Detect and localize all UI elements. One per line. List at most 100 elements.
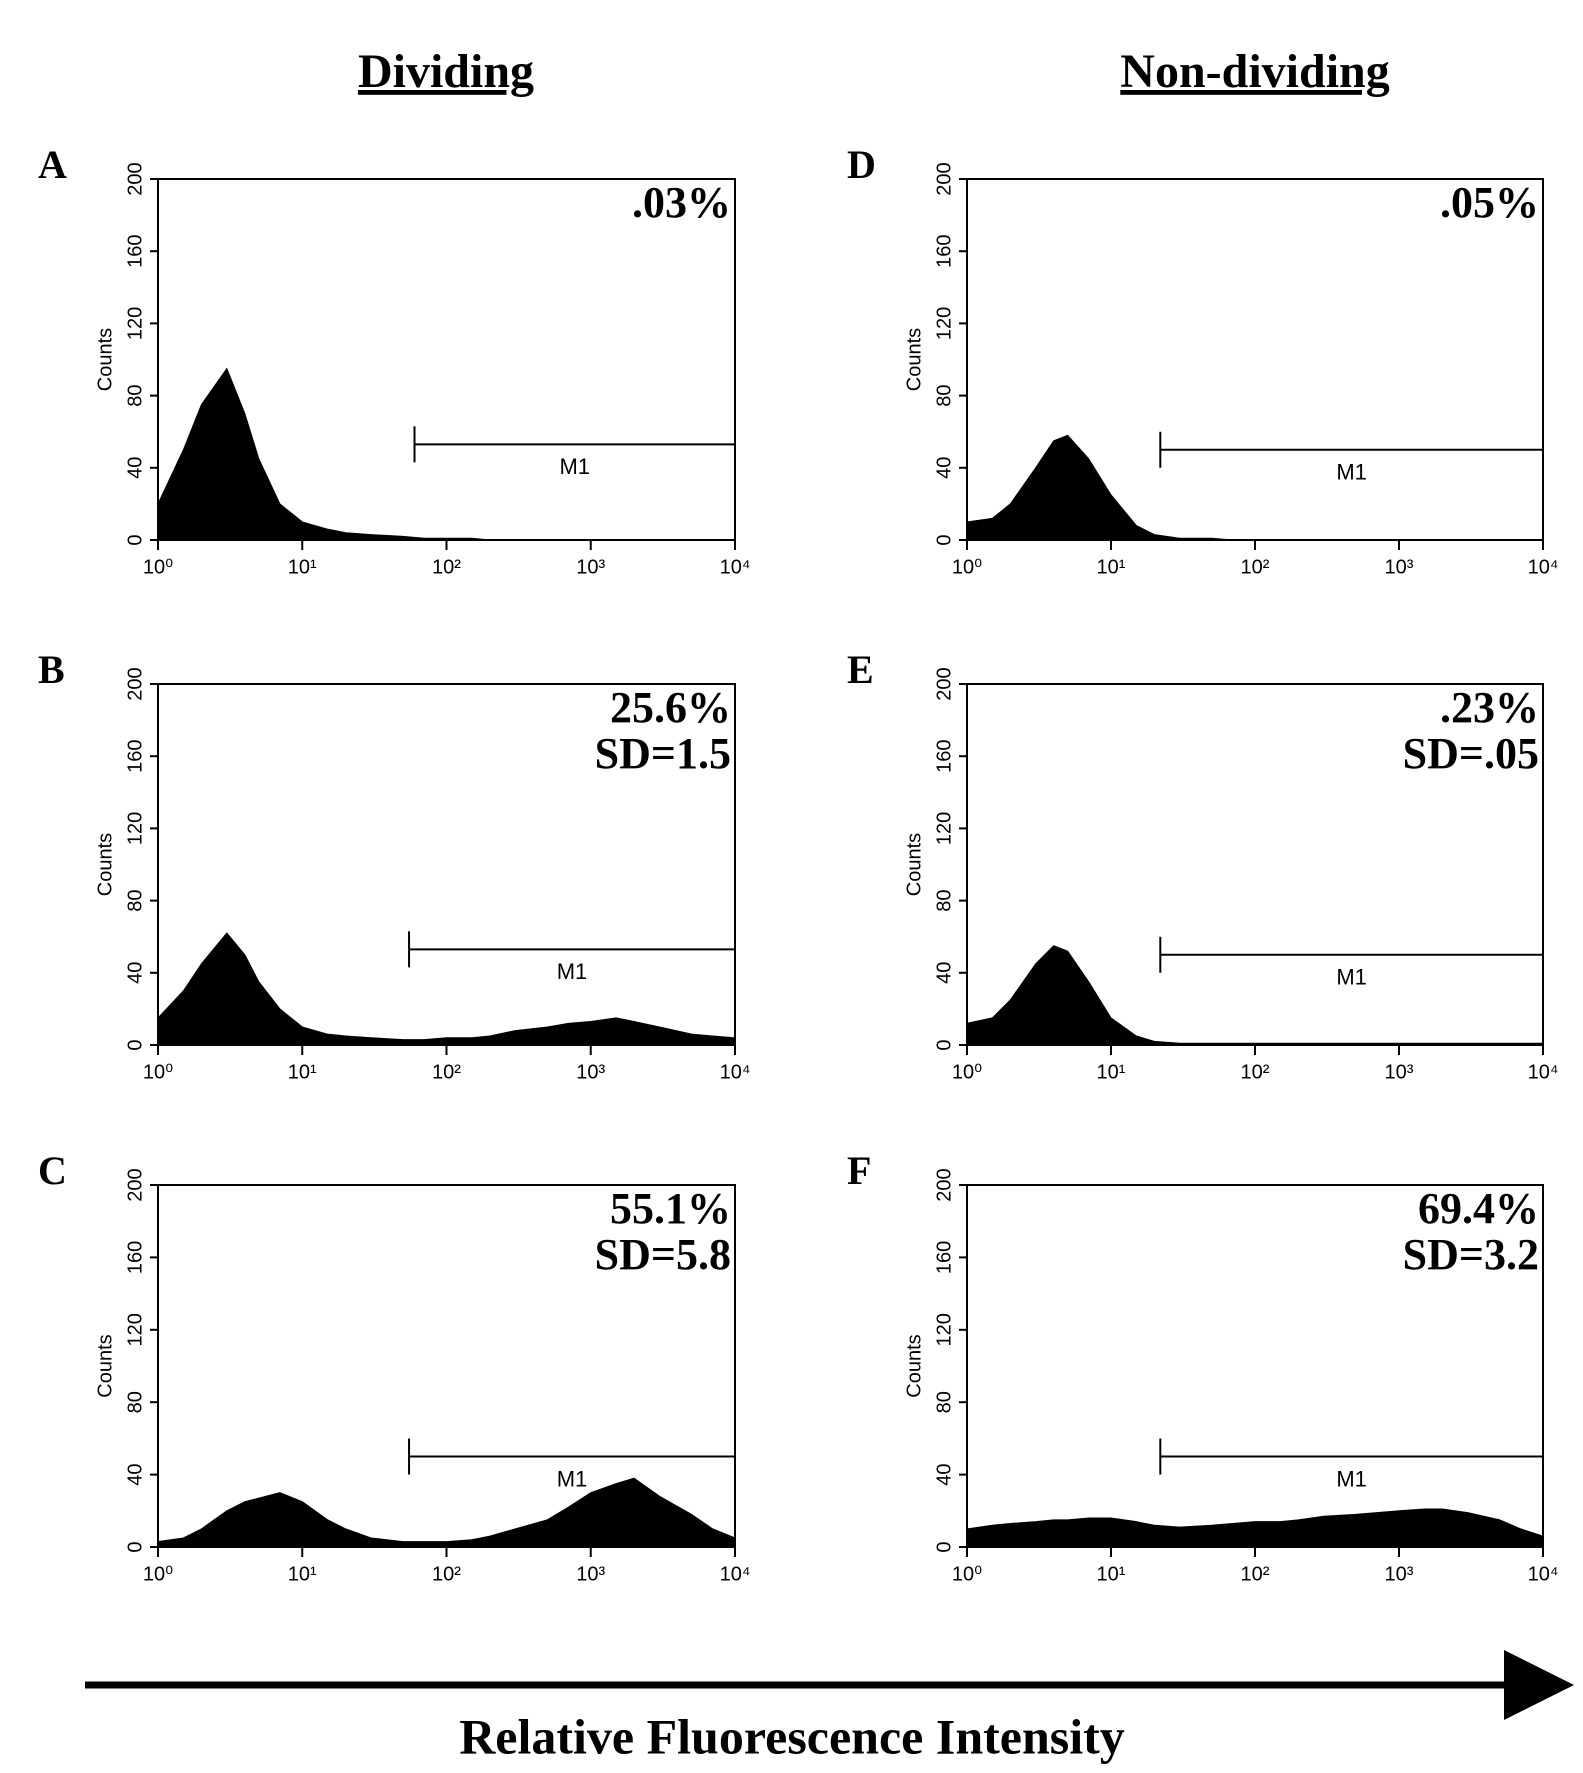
annotation: SD=5.8	[595, 1230, 731, 1279]
y-tick-label: 160	[124, 1241, 146, 1274]
y-tick-label: 0	[124, 1541, 146, 1552]
x-tick-label: 10⁴	[720, 556, 751, 578]
y-axis-label: Counts	[903, 328, 925, 391]
y-tick-label: 40	[933, 457, 955, 479]
x-tick-label: 10²	[432, 1061, 461, 1083]
y-tick-label: 200	[124, 1168, 146, 1201]
y-tick-label: 120	[124, 812, 146, 845]
histogram-area	[157, 932, 736, 1046]
y-tick-label: 200	[933, 162, 955, 195]
gate-label: M1	[1336, 460, 1367, 485]
x-tick-label: 10⁰	[952, 556, 982, 578]
y-axis-label: Counts	[903, 1334, 925, 1397]
y-tick-label: 80	[933, 1391, 955, 1413]
y-tick-label: 160	[124, 740, 146, 773]
x-tick-label: 10³	[576, 1563, 605, 1585]
y-tick-label: 0	[933, 1039, 955, 1050]
y-tick-label: 120	[933, 307, 955, 340]
x-tick-label: 10⁴	[720, 1061, 751, 1083]
histogram-area	[966, 1508, 1544, 1548]
histogram-area	[157, 1477, 736, 1548]
y-tick-label: 80	[124, 384, 146, 406]
annotation: 69.4%	[1418, 1184, 1539, 1233]
x-axis-title: Relative Fluorescence Intensity	[459, 1708, 1125, 1764]
y-tick-label: 120	[933, 812, 955, 845]
x-tick-label: 10²	[1241, 1061, 1270, 1083]
x-tick-label: 10¹	[1097, 1061, 1126, 1083]
x-tick-label: 10³	[576, 556, 605, 578]
y-tick-label: 80	[933, 384, 955, 406]
column-title: Dividing	[358, 45, 534, 98]
panel-label: E	[847, 647, 874, 692]
y-tick-label: 40	[124, 457, 146, 479]
x-tick-label: 10²	[432, 1563, 461, 1585]
gate-label: M1	[559, 454, 590, 479]
y-tick-label: 80	[124, 1391, 146, 1413]
x-tick-label: 10⁰	[143, 556, 173, 578]
x-tick-label: 10⁴	[720, 1563, 751, 1585]
gate-label: M1	[557, 959, 588, 984]
annotation: .23%	[1440, 683, 1539, 732]
x-tick-label: 10⁴	[1528, 1061, 1559, 1083]
y-axis-label: Counts	[94, 328, 116, 391]
gate-label: M1	[557, 1466, 588, 1491]
annotation: 55.1%	[610, 1184, 731, 1233]
y-tick-label: 120	[933, 1313, 955, 1346]
x-tick-label: 10¹	[1097, 556, 1126, 578]
annotation: .03%	[632, 178, 731, 227]
panel-label: C	[38, 1148, 67, 1193]
column-title: Non-dividing	[1120, 45, 1389, 98]
x-tick-label: 10⁴	[1528, 556, 1559, 578]
panel-label: A	[38, 142, 67, 187]
x-tick-label: 10⁰	[143, 1061, 173, 1083]
gate-label: M1	[1336, 1466, 1367, 1491]
x-tick-label: 10²	[1241, 556, 1270, 578]
annotation: SD=3.2	[1403, 1230, 1539, 1279]
x-tick-label: 10³	[1385, 1563, 1414, 1585]
y-tick-label: 160	[933, 235, 955, 268]
x-tick-label: 10⁴	[1528, 1563, 1559, 1585]
y-tick-label: 120	[124, 1313, 146, 1346]
y-tick-label: 200	[124, 667, 146, 700]
annotation: SD=.05	[1403, 729, 1539, 778]
y-axis-label: Counts	[903, 833, 925, 896]
y-tick-label: 80	[933, 889, 955, 911]
y-axis-label: Counts	[94, 1334, 116, 1397]
y-tick-label: 0	[933, 1541, 955, 1552]
y-axis-label: Counts	[94, 833, 116, 896]
y-tick-label: 200	[933, 667, 955, 700]
y-tick-label: 80	[124, 889, 146, 911]
x-tick-label: 10¹	[288, 556, 317, 578]
y-tick-label: 0	[124, 534, 146, 545]
histogram-area	[966, 945, 1544, 1046]
x-tick-label: 10¹	[288, 1061, 317, 1083]
x-tick-label: 10²	[432, 556, 461, 578]
histogram-area	[966, 434, 1543, 541]
panel-label: B	[38, 647, 65, 692]
y-tick-label: 120	[124, 307, 146, 340]
panel-label: F	[847, 1148, 871, 1193]
annotation: SD=1.5	[595, 729, 731, 778]
y-tick-label: 200	[124, 162, 146, 195]
y-tick-label: 40	[124, 1463, 146, 1485]
x-tick-label: 10⁰	[952, 1563, 982, 1585]
x-tick-label: 10³	[576, 1061, 605, 1083]
y-tick-label: 40	[933, 1463, 955, 1485]
gate-label: M1	[1336, 965, 1367, 990]
x-tick-label: 10³	[1385, 1061, 1414, 1083]
y-tick-label: 0	[124, 1039, 146, 1050]
y-tick-label: 0	[933, 534, 955, 545]
y-tick-label: 40	[933, 962, 955, 984]
x-tick-label: 10⁰	[143, 1563, 173, 1585]
x-tick-label: 10⁰	[952, 1061, 982, 1083]
y-tick-label: 160	[933, 740, 955, 773]
x-tick-label: 10²	[1241, 1563, 1270, 1585]
y-tick-label: 40	[124, 962, 146, 984]
histogram-area	[157, 367, 735, 541]
annotation: .05%	[1440, 178, 1539, 227]
y-tick-label: 160	[933, 1241, 955, 1274]
y-tick-label: 200	[933, 1168, 955, 1201]
x-tick-label: 10¹	[288, 1563, 317, 1585]
x-tick-label: 10¹	[1097, 1563, 1126, 1585]
